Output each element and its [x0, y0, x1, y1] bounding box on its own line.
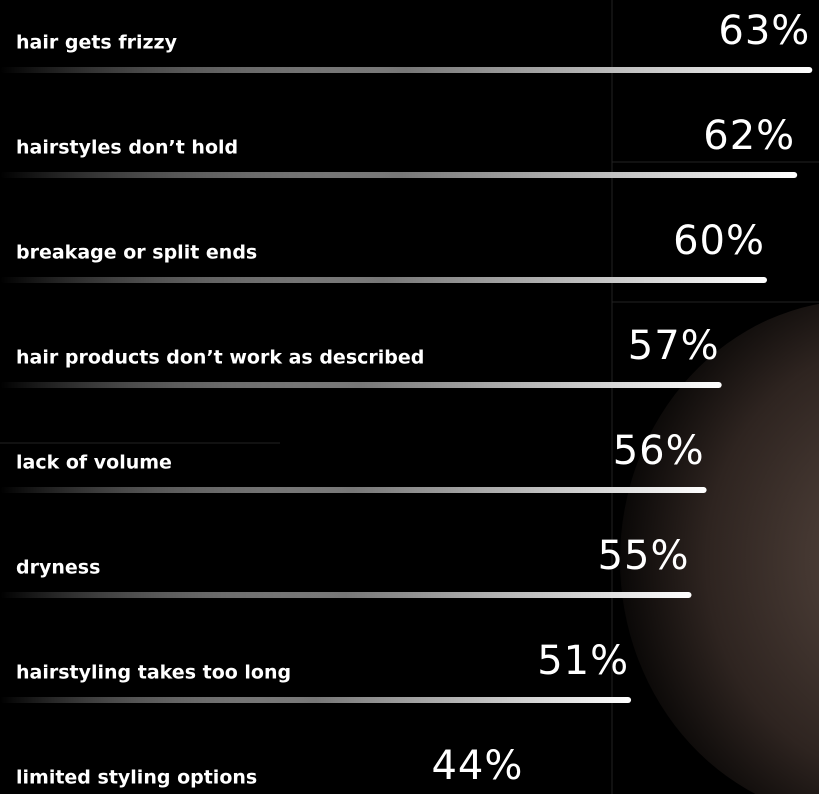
- category-label: hair gets frizzy: [16, 32, 178, 54]
- bar: [0, 592, 692, 598]
- category-label: breakage or split ends: [16, 242, 257, 264]
- bar: [0, 67, 813, 73]
- category-label: hairstyling takes too long: [16, 662, 291, 684]
- value-label: 62%: [703, 113, 795, 159]
- category-label: hair products don’t work as described: [16, 347, 424, 369]
- category-label: limited styling options: [16, 767, 257, 789]
- bar: [0, 172, 798, 178]
- value-label: 55%: [598, 533, 690, 579]
- value-label: 63%: [718, 8, 810, 54]
- value-label: 60%: [673, 218, 765, 264]
- shoulder: [620, 303, 819, 794]
- value-label: 51%: [537, 638, 629, 684]
- value-label: 44%: [431, 743, 523, 789]
- bar: [0, 382, 722, 388]
- bar: [0, 277, 767, 283]
- value-label: 56%: [613, 428, 705, 474]
- bar: [0, 697, 632, 703]
- category-label: hairstyles don’t hold: [16, 137, 238, 159]
- category-label: dryness: [16, 557, 100, 579]
- value-label: 57%: [628, 323, 720, 369]
- category-label: lack of volume: [16, 452, 172, 474]
- bar: [0, 487, 707, 493]
